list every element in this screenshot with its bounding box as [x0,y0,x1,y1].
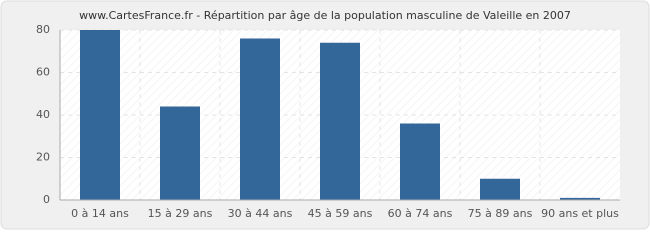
bar [160,106,200,200]
x-tick-label: 45 à 59 ans [308,207,373,220]
x-tick-label: 30 à 44 ans [228,207,293,220]
bar [320,42,360,200]
bar [560,197,600,200]
bar [400,123,440,200]
x-tick-label: 15 à 29 ans [148,207,213,220]
bar [80,30,120,200]
chart-title: www.CartesFrance.fr - Répartition par âg… [79,9,571,22]
x-tick-label: 75 à 89 ans [468,207,533,220]
y-tick-label: 60 [36,66,50,79]
chart: www.CartesFrance.fr - Répartition par âg… [0,0,650,230]
bar [240,38,280,200]
y-tick-label: 40 [36,108,50,121]
y-tick-label: 80 [36,23,50,36]
x-tick-label: 90 ans et plus [541,207,619,220]
y-tick-label: 20 [36,151,50,164]
x-tick-label: 0 à 14 ans [71,207,129,220]
bar [480,178,520,200]
x-tick-label: 60 à 74 ans [388,207,453,220]
y-tick-label: 0 [43,193,50,206]
